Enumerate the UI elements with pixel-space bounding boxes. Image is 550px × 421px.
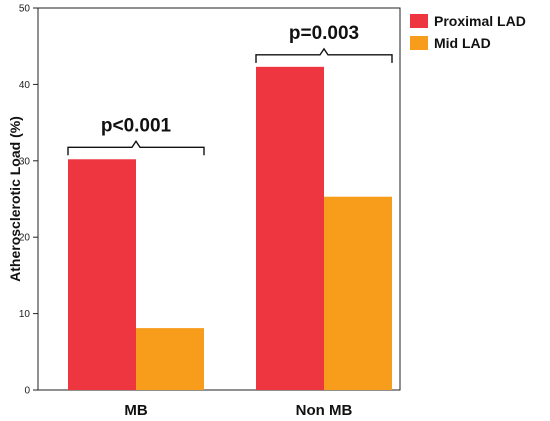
y-tick-label: 10 bbox=[19, 309, 31, 320]
category-label: Non MB bbox=[296, 402, 353, 419]
significance-bracket bbox=[255, 47, 393, 63]
bar-mb-mid-lad bbox=[136, 328, 204, 390]
legend: Proximal LAD Mid LAD bbox=[410, 13, 526, 51]
p-value-label: p=0.003 bbox=[289, 23, 359, 44]
bar-non-mb-mid-lad bbox=[324, 196, 392, 390]
y-tick-label: 40 bbox=[19, 80, 31, 91]
y-axis-title: Atherosclerotic Load (%) bbox=[7, 116, 23, 282]
category-label: MB bbox=[124, 402, 147, 419]
significance-brackets: p<0.001 p=0.003 bbox=[67, 23, 393, 156]
y-tick-label: 30 bbox=[19, 156, 31, 167]
significance-bracket bbox=[67, 140, 205, 156]
y-tick-label: 0 bbox=[24, 386, 30, 397]
legend-label: Mid LAD bbox=[434, 35, 491, 51]
category-labels: MB Non MB bbox=[124, 402, 352, 419]
bar-mb-proximal-lad bbox=[68, 159, 136, 390]
y-tick-label: 50 bbox=[19, 4, 31, 15]
y-tick-label: 20 bbox=[19, 233, 31, 244]
bars bbox=[68, 66, 392, 390]
legend-label: Proximal LAD bbox=[434, 13, 526, 29]
y-ticks: 0 10 20 30 40 50 bbox=[19, 4, 38, 397]
legend-swatch bbox=[410, 36, 428, 50]
bar-non-mb-proximal-lad bbox=[256, 66, 324, 390]
p-value-label: p<0.001 bbox=[101, 115, 172, 136]
legend-swatch bbox=[410, 14, 428, 28]
